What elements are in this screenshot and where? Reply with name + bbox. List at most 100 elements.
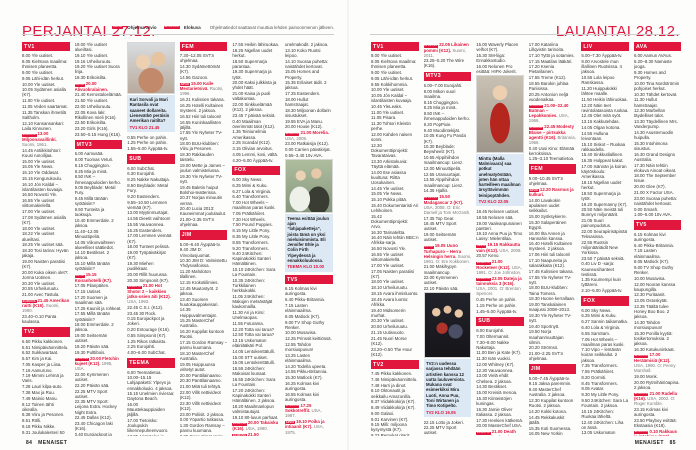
listing-item: 16.25 Kolmas kivi auringosta.	[284, 380, 320, 391]
listing-item: 17.15 Gordon Ramsay – pannu kuumana.	[179, 340, 228, 351]
listing-item: 19.55 EVA ja Manu.	[284, 118, 324, 124]
channel-block-fox: FOX 6.00 Sky News. 6.25 Mimi & Kuku. 6.27 L…	[232, 165, 280, 436]
listing-item: 14.00 Lavakokin apulaisen uudet seikkail…	[528, 197, 561, 214]
listing-item: 13.15 Uskomaton eläinlääkäri Pol.	[232, 338, 267, 349]
listing-item: 1.25–3.10 Teematietoa.	[528, 156, 575, 162]
listing-item: ELOKUVA 22.05 Likainen pommi (K12). Suomi…	[423, 42, 469, 58]
listing-item: 5.00–7.30 Äyppää-tv.	[581, 53, 623, 59]
listing-item: 15.00 Kreisiä menoa.	[476, 390, 518, 396]
listing-item: 22.00 Sinkkuelämää (K12). 2 jaksoa.	[232, 101, 272, 113]
listing-item: 18.00 Yle uutiset.	[371, 279, 405, 285]
listing-item: 17.55 Millä tänään syötäisiin?	[74, 311, 111, 322]
channel-block-sub: SUB 6.00 Eurojahti. 7.00 Oltermannit. 7.30–…	[476, 316, 524, 436]
column-1: TV1 8.00 Yle uutiset. 8.05 Kiehtova maailm…	[22, 42, 70, 436]
channel-header-liv: LIV	[581, 42, 629, 52]
listing-item: 13.05 Ostoskytät.	[633, 298, 668, 304]
listing-item: 22.45 Dallas (K12).	[74, 415, 112, 421]
listing-item: 19.10 Yle uutiset.	[74, 52, 109, 58]
movie-chip-icon: ELOKUVA	[476, 430, 491, 435]
listing-item: 16.05 New Yorkin tatuoijat.	[528, 431, 563, 436]
review-chip-icon: ARVIO	[74, 82, 85, 87]
legend-movie-label: Elokuva	[183, 25, 201, 30]
channel-block-tv1: TV1 8.00 Yle uutiset. 8.05 Kiehtova maailm…	[371, 42, 419, 357]
listing-item: 16.35 Hulppeat kakut.	[581, 158, 624, 164]
listing-item: 12.20 Totta vai tarua?	[232, 326, 275, 332]
listing-item: 22.45 C.S.I. (K12).	[127, 304, 164, 310]
listing-item: 18.30 Rakkauden taistelu.	[179, 152, 214, 163]
movie-chip-icon: ELOKUVA	[633, 354, 649, 358]
listing-item: 14.35 Huippuvalmentajat.	[179, 307, 217, 318]
listing-item: 15.35 Erilaiset äidit. 2 jaksoa.	[284, 80, 327, 91]
listing-item: ELOKUVA 23.05 Dateja ja tainnoksia 3 (K16…	[476, 275, 522, 297]
listing-item: 18.30 Miljoonan dollarin sisustukset.	[284, 107, 331, 118]
listing-item: 9.00 Arvostele mun illallinen Ruotsissa.…	[581, 59, 622, 75]
listing-item: 20.00 Glee (K7).	[633, 184, 666, 190]
listing-item: 6.00 Sky News.	[232, 177, 263, 183]
listing-item: 7.28 Lauri kilpa-auto.	[22, 384, 63, 390]
listing-item: 6.00 Teematietoa.	[127, 369, 162, 375]
listing-item: 11.50 Heikin lähiruokaa.	[581, 96, 628, 102]
listing-item: 10.00–15.15 Lahjapaketti: Ylpeys ja enna…	[127, 375, 173, 391]
listing-item: 18.45 MTV Sport uutiset.	[423, 221, 457, 232]
listing-item: 9.00 TV Shop Guthy Renker.	[284, 319, 325, 330]
listing-item: 14.20 Todella upeeta.	[284, 363, 327, 369]
listing-item: 9.31 Joulukalenteri 50 vuotta.	[22, 429, 65, 436]
listing-item: 18.25 Yle uutiset sää.	[22, 242, 64, 248]
listing-item: 21.00–2.35 SVT:n ohjelmaa.	[179, 217, 215, 228]
listing-item: 16.25 Eastenders.	[127, 227, 163, 233]
movie-chip-icon: ELOKUVA	[284, 404, 300, 409]
listing-item: 19.00 Seitsemän uutiset.	[74, 333, 108, 344]
listing-item: 9.05 Avatar.	[581, 386, 605, 392]
listing-item: 6.51 Nimipäiväonnittelu.	[22, 344, 69, 350]
listing-item: 7.55 Prätkähiiret.	[581, 369, 615, 375]
movie-chip-icon: ELOKUVA	[74, 357, 90, 362]
listing-item: 11.00 Yle uutiset.	[371, 109, 405, 115]
listing-item: 14.55 Hulluna leivontaan.	[581, 130, 609, 141]
channel-header-fem: FEM	[528, 164, 577, 174]
listing-item: 14.30 Bestikset.	[476, 384, 508, 390]
channel-block-tv1: TV1 8.00 Yle uutiset. 8.05 Kiehtova maailm…	[22, 42, 70, 324]
listing-item: 12.30 Puritaanit.	[633, 292, 666, 298]
listing-item: 15.10 Millä tänään syötäisiin?	[74, 261, 111, 272]
listing-item: ELOKUVA 17.25 Sokkotreffit. USA, 1987.	[284, 402, 322, 419]
listing-item: 14.45 Antiikkitohtori: Kuusi runoilijaa.	[22, 147, 61, 158]
listing-item: 6.00 Sky News.	[581, 307, 612, 313]
listing-item: 12.15 Krokotiilimies.	[179, 280, 219, 286]
listing-item: 0.00 Smash.	[633, 206, 659, 212]
listing-item: 10.30 Tähdet kertovat.	[633, 91, 678, 97]
listing-item: 23.00 Ratkaisija (K12).	[284, 141, 329, 147]
listing-item: 15.05 Yle News.	[371, 191, 403, 197]
listing-item: 19.10 Anna Puu ja Timo Lassy: Mielentila…	[476, 231, 523, 242]
listing-item: 16.10 Jón Kaldal – islantilaisten kuvaaj…	[22, 181, 64, 192]
listing-item: 18.00 BUU-klubben: Taina Tomera.	[528, 285, 568, 296]
listing-item: ARVIO 15.00 Kalle Mestarietsivä. Ruotsi, …	[179, 80, 224, 97]
listing-item: unelmakodit. 2 jaksoa.	[284, 42, 329, 47]
listing-item: 6.00 Aamun AVAus.	[633, 53, 672, 59]
listing-item: 20.50 Urheiluruutu.	[371, 324, 408, 330]
listing-item: 12.55 Uranuurtajat.	[423, 171, 461, 177]
listing-item: 17.35 Top Gear.	[423, 215, 455, 221]
listing-item: 9.55–10.50 Lemmen viemää (K7).	[127, 199, 168, 210]
listing-item: 18.55 Barokin juhlaa Pariisissa.	[528, 80, 569, 92]
page-title-saturday: LAUANTAI 28.12.	[555, 23, 680, 41]
listing-item: 6.30 Eurojahti.	[127, 171, 156, 177]
listing-item: 6.00 Eurojahti.	[476, 328, 505, 334]
listing-item: 18.00 Yle uutiset.	[22, 225, 56, 231]
listing-item: 17.30 Näin tehtiin elokuva Ainoat oikeat…	[633, 162, 677, 173]
channel-block-teema: TEEMA 6.00 Teematietoa. 10.00–15.15 Lahjap…	[127, 358, 175, 436]
listing-item: ARVIO 19.10 Poika ja intiaanit (K7). USA,…	[284, 418, 325, 435]
listing-item: 2.10–5.00 Äyppää-tv.	[581, 288, 623, 294]
listing-item: 15.55 24Kitchen: Makoisat lounaat.	[232, 366, 267, 377]
listing-item: 8.50 INK – ihmenappuloiden kerho.	[423, 111, 470, 122]
channel-header-fox: FOX	[232, 165, 280, 176]
review-chip-icon: ARVIO	[476, 244, 487, 248]
listing-item: 14.30 Tahdon morsiuspuvun!	[633, 319, 663, 331]
caption-channel-ref: TEEMA KLO 10.00	[287, 264, 325, 270]
listing-item: 16.50 Novosti Yle.	[22, 192, 58, 198]
photo-caption: TV2:n uudessa sarjassa tehdään artistien…	[423, 358, 472, 418]
listing-item: 1.25 Rikos ratkaistu.	[127, 338, 167, 344]
magazine-brand: MENAISET	[634, 440, 664, 446]
caption-channel-ref: TV2 KLO 16.05	[425, 409, 456, 415]
listing-item: 10.55 Alppihiihdon maailmancup: Lienz.	[423, 155, 464, 166]
listing-item: 6.40 Pikku-Britannia.	[633, 242, 675, 248]
